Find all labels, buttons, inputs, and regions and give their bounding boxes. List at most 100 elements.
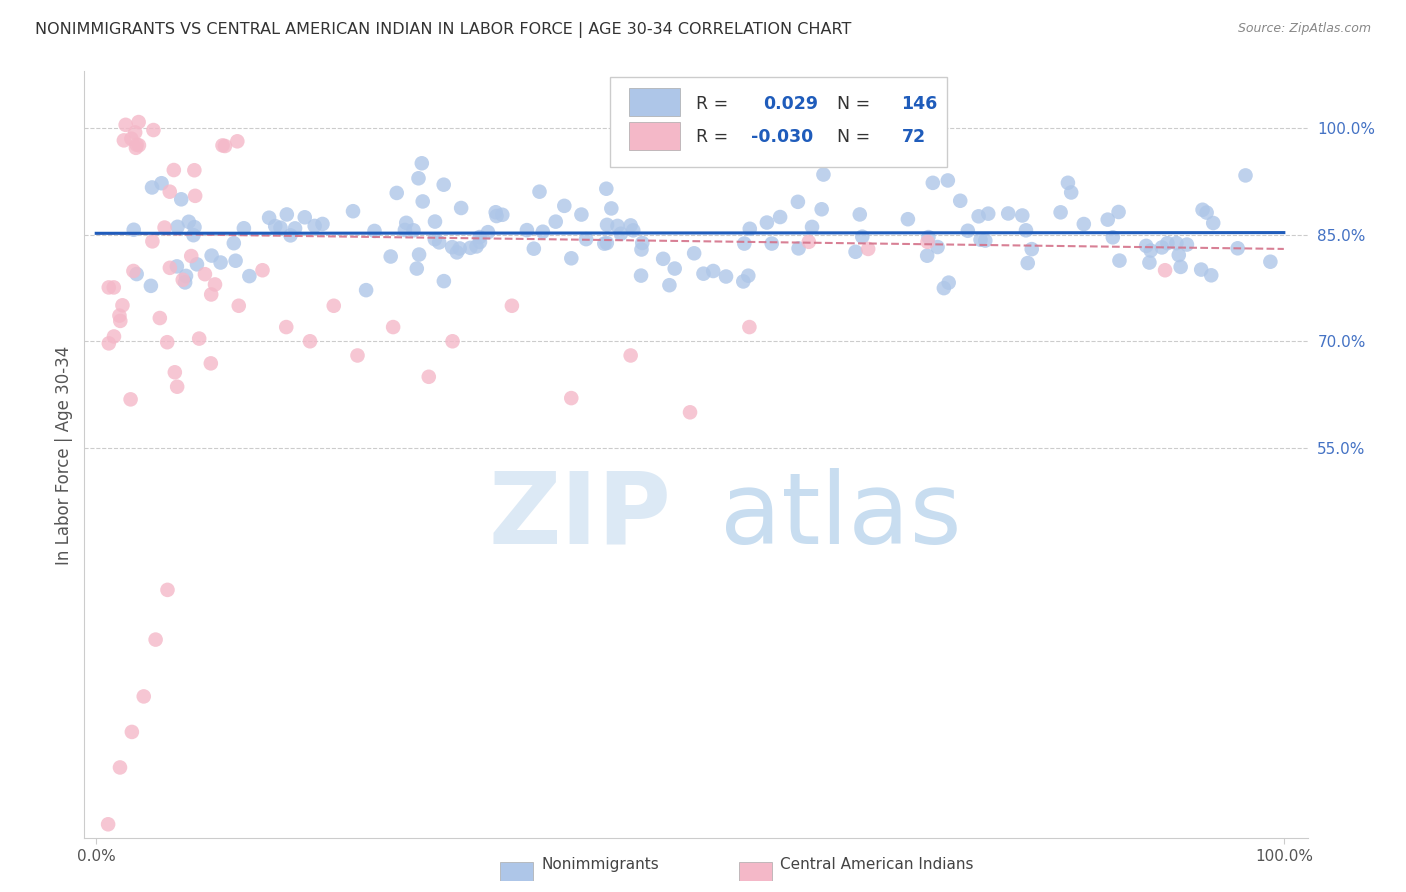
Point bbox=[342, 204, 364, 219]
Point bbox=[412, 194, 434, 209]
Point bbox=[128, 115, 150, 129]
Point bbox=[183, 220, 205, 235]
Text: N =: N = bbox=[837, 128, 870, 146]
Point bbox=[238, 269, 260, 284]
Text: R =: R = bbox=[696, 95, 728, 112]
Point bbox=[810, 202, 832, 217]
Point bbox=[252, 263, 274, 277]
Point bbox=[363, 224, 385, 238]
FancyBboxPatch shape bbox=[628, 122, 681, 150]
Point bbox=[322, 299, 344, 313]
Point bbox=[683, 246, 706, 260]
Point bbox=[311, 217, 333, 231]
Point bbox=[186, 257, 208, 271]
Point bbox=[630, 268, 652, 283]
Point bbox=[917, 230, 939, 244]
Point bbox=[142, 123, 165, 137]
Text: atlas: atlas bbox=[720, 467, 962, 565]
Point bbox=[166, 260, 188, 274]
Point bbox=[1166, 236, 1188, 251]
Point bbox=[1154, 263, 1177, 277]
Point bbox=[174, 276, 197, 290]
Point bbox=[501, 299, 523, 313]
Point bbox=[232, 221, 254, 235]
Point bbox=[969, 233, 991, 247]
Point bbox=[159, 185, 181, 199]
Point bbox=[441, 334, 464, 349]
Point bbox=[141, 180, 163, 194]
Point bbox=[280, 228, 302, 243]
Point bbox=[1108, 253, 1130, 268]
Point bbox=[679, 405, 702, 419]
Point bbox=[1202, 216, 1225, 230]
Point bbox=[465, 239, 488, 253]
Point bbox=[544, 214, 567, 228]
Point bbox=[97, 336, 120, 351]
Point bbox=[621, 223, 644, 237]
Text: -0.030: -0.030 bbox=[751, 128, 813, 146]
Point bbox=[620, 349, 643, 363]
Point bbox=[423, 232, 446, 246]
Point bbox=[630, 243, 652, 257]
Point bbox=[485, 205, 508, 219]
Point bbox=[921, 176, 943, 190]
Point bbox=[523, 242, 546, 256]
Point bbox=[797, 235, 820, 249]
Point bbox=[593, 236, 616, 251]
Text: Nonimmigrants: Nonimmigrants bbox=[541, 857, 659, 872]
Point bbox=[468, 230, 491, 244]
Point bbox=[183, 163, 205, 178]
Point bbox=[408, 247, 430, 261]
Point bbox=[354, 283, 377, 297]
Text: NONIMMIGRANTS VS CENTRAL AMERICAN INDIAN IN LABOR FORCE | AGE 30-34 CORRELATION : NONIMMIGRANTS VS CENTRAL AMERICAN INDIAN… bbox=[35, 22, 852, 38]
Point bbox=[214, 139, 236, 153]
Point bbox=[917, 235, 939, 249]
FancyBboxPatch shape bbox=[501, 863, 533, 880]
Point bbox=[1139, 255, 1161, 269]
Point bbox=[209, 255, 232, 269]
Point bbox=[1150, 240, 1173, 254]
Point bbox=[222, 236, 245, 251]
Point bbox=[125, 141, 148, 155]
Point bbox=[427, 235, 450, 250]
Point bbox=[738, 320, 761, 334]
Point bbox=[1057, 176, 1080, 190]
Point bbox=[491, 208, 513, 222]
Point bbox=[1260, 254, 1282, 268]
Point bbox=[516, 223, 538, 237]
Point bbox=[606, 219, 628, 233]
Point bbox=[382, 320, 405, 334]
Point bbox=[153, 220, 176, 235]
Point bbox=[114, 118, 136, 132]
Point bbox=[188, 332, 211, 346]
Point bbox=[1097, 212, 1119, 227]
Point bbox=[159, 260, 181, 275]
Point bbox=[172, 273, 194, 287]
Point bbox=[298, 334, 321, 349]
Point bbox=[596, 235, 619, 250]
Text: ZIP: ZIP bbox=[489, 467, 672, 565]
Point bbox=[120, 392, 142, 407]
Point bbox=[658, 278, 681, 293]
Point bbox=[110, 314, 132, 328]
Point bbox=[1226, 241, 1249, 255]
Point bbox=[284, 221, 307, 235]
Point bbox=[801, 219, 824, 234]
Point bbox=[932, 281, 955, 295]
Point bbox=[103, 280, 125, 294]
Point bbox=[124, 125, 146, 139]
Text: Central American Indians: Central American Indians bbox=[780, 857, 974, 872]
Point bbox=[851, 229, 873, 244]
Point bbox=[1156, 236, 1178, 251]
Point bbox=[1101, 230, 1123, 244]
Point bbox=[121, 725, 143, 739]
Point bbox=[938, 276, 960, 290]
Point bbox=[128, 138, 150, 153]
Point bbox=[433, 178, 456, 192]
Point bbox=[468, 235, 491, 249]
Point bbox=[813, 168, 835, 182]
Point bbox=[446, 245, 468, 260]
Point bbox=[849, 207, 872, 221]
Point bbox=[1189, 262, 1212, 277]
Point bbox=[1017, 256, 1039, 270]
